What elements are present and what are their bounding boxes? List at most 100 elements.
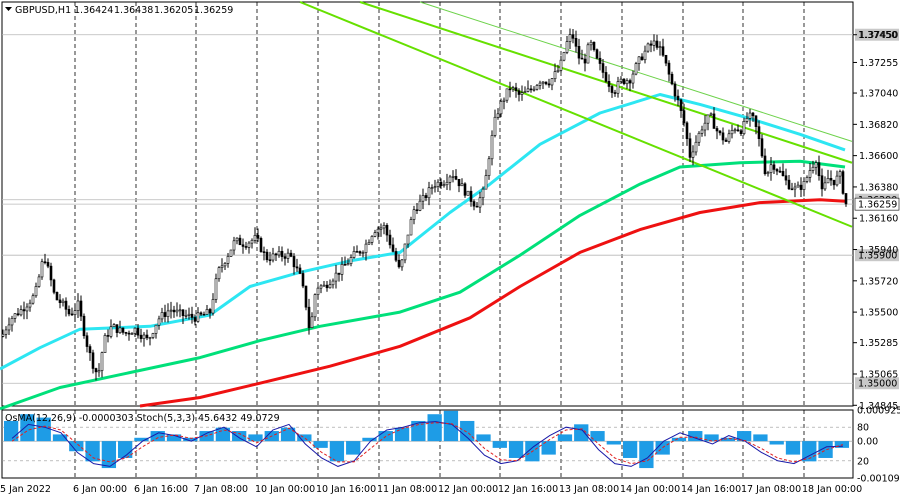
candle-body (73, 310, 77, 316)
candle-body (553, 71, 557, 80)
candle-body (277, 250, 281, 256)
price-axis: 1.37450 1.37255 1.37040 1.36820 1.36600 1.363… (853, 30, 898, 412)
candle-body (604, 72, 608, 82)
candle-body (736, 129, 740, 132)
candle-body (346, 263, 350, 266)
candle-body (817, 162, 821, 177)
candle-body (739, 130, 743, 135)
moving-average-line (0, 159, 846, 411)
candle-body (457, 178, 461, 187)
osma-bar (606, 441, 621, 445)
candle-body (79, 300, 83, 317)
candle-body (292, 256, 296, 268)
time-tick-label: 11 Jan 08:00 (377, 484, 437, 495)
price-tick-label: 1.35500 (859, 308, 898, 319)
candle-body (508, 88, 512, 91)
candle-body (358, 251, 362, 254)
candle-body (58, 299, 62, 304)
candle-body (592, 41, 596, 50)
price-tick-label: 1.36160 (859, 214, 898, 225)
candle-body (154, 324, 158, 334)
candle-body (490, 135, 494, 160)
candle-body (541, 81, 545, 84)
candle-body (844, 193, 848, 205)
candle-body (190, 313, 194, 318)
time-tick-label: 10 Jan 16:00 (316, 484, 376, 495)
candle-body (514, 87, 518, 92)
candle-body (274, 253, 278, 256)
candle-body (427, 187, 431, 199)
candle-body (526, 88, 530, 92)
price-tick-label: 1.36820 (859, 120, 898, 131)
candle-body (370, 236, 374, 243)
candle-body (7, 324, 11, 331)
osma-bar (802, 441, 817, 462)
candle-body (175, 309, 179, 313)
indicator-tick-label: 0.0009253 (857, 406, 900, 417)
candle-body (205, 309, 209, 315)
time-tick-label: 6 Jan 00:00 (73, 484, 127, 495)
candle-body (301, 273, 305, 287)
candle-body (22, 309, 26, 312)
candle-body (379, 227, 383, 230)
candle-body (811, 166, 815, 171)
candle-body (655, 40, 659, 48)
candle-body (493, 116, 497, 136)
candle-body (187, 313, 191, 316)
candle-body (118, 327, 122, 333)
candle-body (781, 171, 785, 177)
time-tick-label: 17 Jan 08:00 (741, 484, 801, 495)
price-level-tag (855, 377, 899, 390)
candle-body (808, 170, 812, 178)
candle-body (412, 209, 416, 220)
candle-body (418, 200, 422, 211)
candle-body (271, 253, 275, 261)
osma-bar (622, 441, 638, 458)
stoch-main-line (11, 421, 843, 467)
candle-body (805, 177, 809, 182)
candle-body (658, 46, 662, 48)
candle-body (244, 246, 248, 248)
candle-body (91, 352, 95, 369)
candle-body (307, 306, 311, 328)
candle-body (64, 300, 68, 310)
candle-body (469, 190, 473, 202)
candle-body (595, 49, 599, 59)
candle-body (43, 261, 47, 264)
candle-body (127, 332, 131, 335)
candle-body (409, 219, 413, 236)
candle-body (172, 309, 176, 313)
candle-body (319, 285, 323, 289)
time-axis: 5 Jan 2022 6 Jan 00:00 6 Jan 16:00 7 Jan 08… (0, 484, 862, 495)
osma-bar (671, 437, 687, 442)
candle-body (778, 170, 782, 173)
dropdown-arrow-icon[interactable] (5, 7, 12, 11)
candle-body (820, 175, 824, 190)
candle-body (328, 284, 332, 289)
candle-body (142, 334, 146, 339)
candle-body (40, 261, 44, 278)
candle-body (373, 232, 377, 237)
candle-body (568, 34, 572, 42)
price-level-tag (855, 28, 899, 41)
candle-body (217, 267, 221, 280)
candle-body (445, 181, 449, 186)
price-level-label: 1.36259 (858, 200, 897, 211)
osma-bar (769, 441, 784, 445)
price-tick-label: 1.35285 (859, 338, 898, 349)
candle-body (814, 162, 818, 168)
candle-body (556, 69, 560, 72)
candle-body (193, 317, 197, 322)
candle-body (112, 324, 116, 328)
candle-body (841, 171, 845, 194)
candle-body (340, 264, 344, 275)
time-tick-label: 7 Jan 08:00 (194, 484, 248, 495)
time-tick-label: 5 Jan 2022 (0, 484, 51, 495)
osma-bar (492, 441, 507, 448)
candle-body (25, 306, 29, 312)
price-tick-label: 1.35940 (859, 245, 898, 256)
candle-body (838, 171, 842, 177)
candle-body (406, 234, 410, 245)
